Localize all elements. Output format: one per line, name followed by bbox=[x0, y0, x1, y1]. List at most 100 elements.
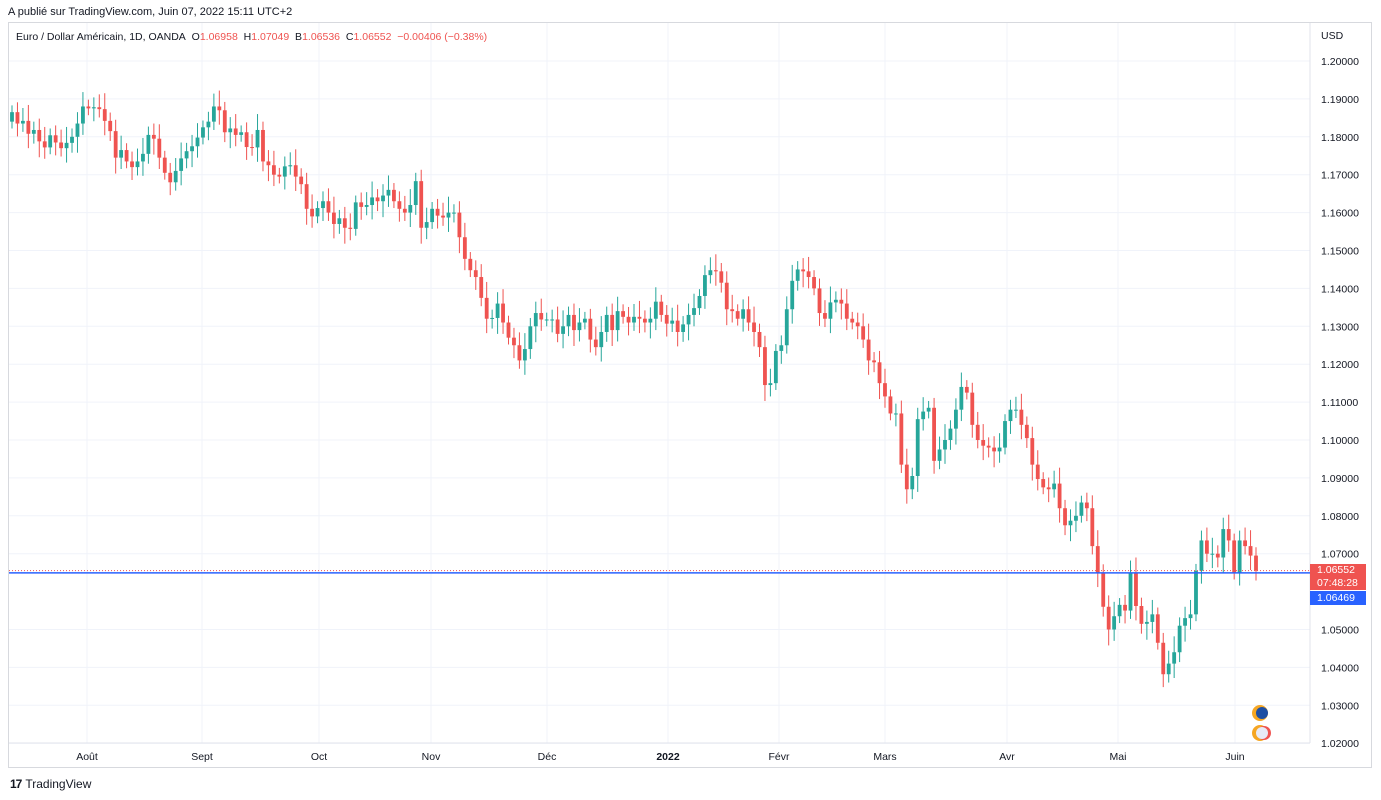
y-tick-label: 1.19000 bbox=[1321, 94, 1359, 106]
candle-body bbox=[550, 319, 555, 321]
candle-body bbox=[386, 189, 391, 196]
candle-body bbox=[582, 318, 587, 323]
candle-body bbox=[375, 197, 380, 202]
candle-body bbox=[141, 153, 145, 162]
candle-body bbox=[708, 270, 713, 276]
candle-body bbox=[113, 131, 118, 158]
y-tick-label: 1.10000 bbox=[1321, 435, 1359, 447]
candle-body bbox=[86, 106, 91, 109]
y-tick-label: 1.08000 bbox=[1321, 511, 1359, 523]
candle-body bbox=[986, 445, 991, 448]
candle-body bbox=[15, 112, 20, 124]
candle-body bbox=[692, 308, 696, 315]
candle-body bbox=[981, 440, 986, 446]
candle-body bbox=[501, 303, 505, 323]
candle-body bbox=[801, 269, 806, 272]
event-flags-icon[interactable] bbox=[1246, 703, 1286, 743]
currency-label: USD bbox=[1321, 30, 1344, 42]
candle-body bbox=[533, 313, 538, 327]
candle-body bbox=[997, 447, 1002, 452]
candle-body bbox=[790, 280, 795, 310]
candle-body bbox=[119, 150, 124, 158]
candle-body bbox=[435, 208, 440, 216]
y-tick-label: 1.03000 bbox=[1321, 700, 1359, 712]
candle-body bbox=[1166, 663, 1171, 675]
candle-body bbox=[910, 476, 915, 490]
candle-body bbox=[282, 166, 287, 177]
candle-body bbox=[686, 314, 691, 325]
candle-body bbox=[730, 309, 735, 312]
candle-body bbox=[201, 127, 205, 138]
candle-body bbox=[1188, 614, 1193, 619]
candle-body bbox=[713, 270, 718, 272]
candle-body bbox=[1128, 573, 1133, 611]
candle-body bbox=[964, 386, 969, 393]
candle-body bbox=[572, 314, 576, 331]
candle-body bbox=[561, 326, 565, 334]
x-tick-label: Mai bbox=[1110, 751, 1127, 763]
close-price: 1.06552 bbox=[1317, 564, 1355, 576]
candle-body bbox=[37, 129, 42, 142]
candle-body bbox=[735, 311, 740, 319]
candle-body bbox=[277, 174, 282, 177]
x-tick-label: Juin bbox=[1225, 751, 1244, 763]
candle-body bbox=[1144, 621, 1149, 624]
footer-brand[interactable]: 17 TradingView bbox=[10, 777, 91, 791]
candle-body bbox=[108, 120, 113, 132]
candle-body bbox=[211, 106, 216, 122]
candle-body bbox=[1215, 553, 1220, 558]
candle-body bbox=[239, 132, 244, 135]
candle-body bbox=[370, 197, 375, 206]
high-value: 1.07049 bbox=[251, 31, 290, 43]
candle-body bbox=[484, 297, 489, 319]
candle-body bbox=[321, 201, 325, 209]
candle-body bbox=[599, 331, 604, 348]
candle-body bbox=[261, 129, 265, 162]
candle-body bbox=[604, 314, 609, 332]
candle-body bbox=[1079, 502, 1084, 516]
candle-body bbox=[206, 121, 211, 128]
candle-body bbox=[773, 350, 778, 384]
candle-body bbox=[943, 440, 947, 450]
candle-body bbox=[566, 314, 571, 327]
candle-body bbox=[381, 195, 385, 202]
economic-events[interactable] bbox=[1246, 703, 1286, 748]
y-tick-label: 1.14000 bbox=[1321, 283, 1359, 295]
candle-body bbox=[539, 313, 544, 320]
candle-body bbox=[228, 128, 233, 133]
symbol-label[interactable]: Euro / Dollar Américain, 1D, OANDA bbox=[16, 31, 186, 43]
tradingview-logo-icon: 17 bbox=[10, 777, 22, 791]
candle-body bbox=[593, 339, 598, 348]
candle-body bbox=[741, 309, 746, 319]
candle-body bbox=[681, 324, 686, 332]
candle-body bbox=[768, 383, 773, 386]
close-value: 1.06552 bbox=[353, 31, 392, 43]
candle-body bbox=[195, 137, 200, 147]
candle-body bbox=[839, 299, 844, 304]
candle-body bbox=[621, 311, 625, 317]
candle-body bbox=[1150, 614, 1155, 622]
y-tick-label: 1.12000 bbox=[1321, 359, 1359, 371]
candle-body bbox=[937, 449, 942, 461]
candle-body bbox=[577, 322, 582, 331]
candle-body bbox=[844, 303, 849, 319]
candle-body bbox=[21, 120, 25, 124]
open-label: O bbox=[191, 31, 200, 43]
candle-body bbox=[10, 112, 14, 122]
y-tick-label: 1.16000 bbox=[1321, 208, 1359, 220]
candle-body bbox=[1248, 546, 1253, 556]
y-tick-label: 1.02000 bbox=[1321, 738, 1359, 750]
candle-body bbox=[648, 318, 653, 323]
candle-body bbox=[812, 277, 816, 289]
candle-body bbox=[430, 208, 435, 223]
candle-body bbox=[91, 107, 96, 109]
candle-body bbox=[1035, 464, 1040, 480]
candle-body bbox=[1068, 520, 1073, 526]
candle-body bbox=[555, 319, 560, 334]
close-label: C bbox=[345, 31, 354, 43]
candle-body bbox=[544, 319, 549, 321]
y-tick-label: 1.05000 bbox=[1321, 625, 1359, 637]
candle-body bbox=[724, 282, 729, 310]
candle-body bbox=[75, 123, 80, 137]
